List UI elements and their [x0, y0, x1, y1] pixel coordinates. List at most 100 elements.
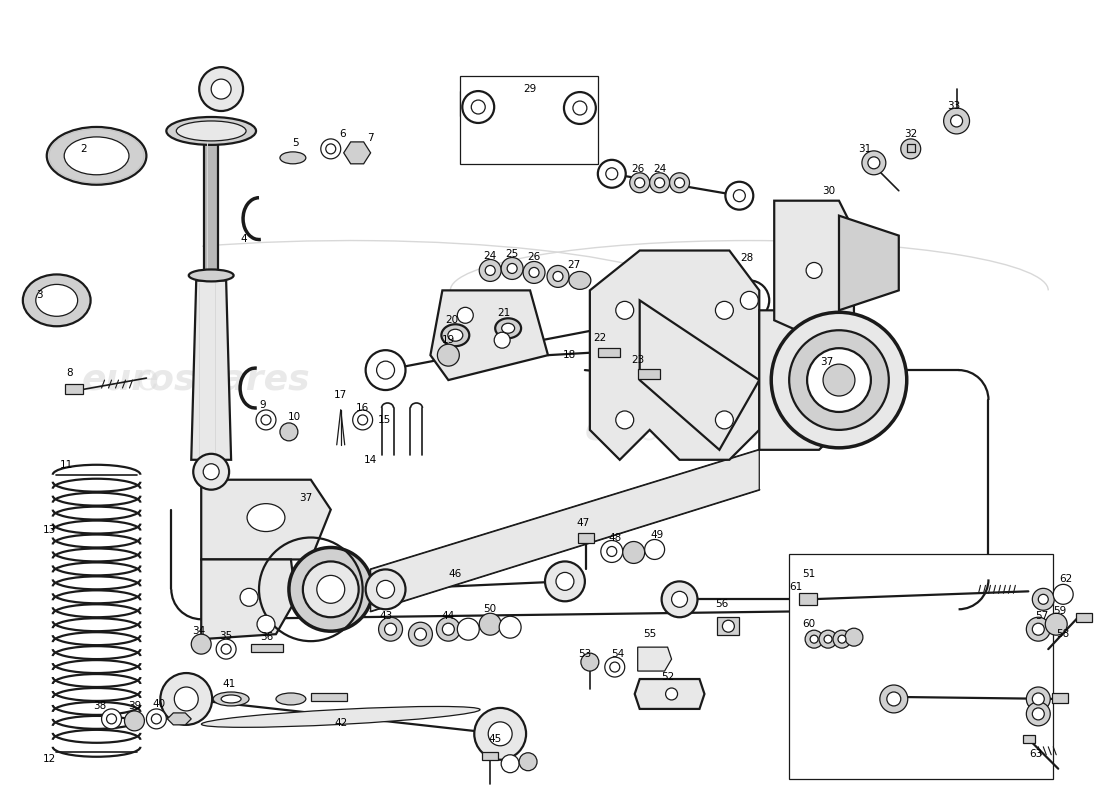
Circle shape: [623, 542, 645, 563]
Circle shape: [191, 634, 211, 654]
Circle shape: [1032, 588, 1054, 610]
Circle shape: [824, 635, 832, 643]
Text: 30: 30: [823, 186, 836, 196]
Circle shape: [474, 708, 526, 760]
Circle shape: [862, 151, 886, 174]
Circle shape: [437, 618, 460, 641]
Text: e: e: [135, 362, 158, 398]
Text: 20: 20: [444, 315, 458, 326]
Circle shape: [101, 709, 121, 729]
Circle shape: [845, 628, 862, 646]
Circle shape: [672, 591, 688, 607]
Ellipse shape: [166, 117, 256, 145]
Circle shape: [654, 178, 664, 188]
Circle shape: [529, 267, 539, 278]
Circle shape: [194, 454, 229, 490]
Circle shape: [806, 262, 822, 278]
Ellipse shape: [201, 706, 480, 727]
Text: 13: 13: [43, 525, 56, 534]
Text: 3: 3: [36, 290, 43, 300]
Circle shape: [616, 302, 634, 319]
Text: 44: 44: [442, 611, 455, 622]
Circle shape: [378, 618, 403, 641]
Circle shape: [650, 173, 670, 193]
Circle shape: [502, 754, 519, 773]
Circle shape: [204, 464, 219, 480]
Text: 24: 24: [484, 250, 497, 261]
Circle shape: [601, 541, 623, 562]
FancyBboxPatch shape: [799, 594, 817, 606]
Circle shape: [1026, 687, 1050, 711]
Circle shape: [629, 173, 650, 193]
FancyBboxPatch shape: [482, 752, 498, 760]
FancyBboxPatch shape: [789, 554, 1053, 778]
Ellipse shape: [448, 330, 463, 342]
FancyBboxPatch shape: [717, 618, 739, 635]
Text: 50: 50: [484, 604, 497, 614]
Text: 59: 59: [1054, 606, 1067, 616]
Circle shape: [385, 623, 396, 635]
Circle shape: [365, 570, 406, 610]
Text: 26: 26: [631, 164, 645, 174]
FancyBboxPatch shape: [1023, 735, 1035, 743]
Ellipse shape: [189, 270, 233, 282]
Circle shape: [442, 623, 454, 635]
Text: 11: 11: [60, 460, 74, 470]
Text: 35: 35: [220, 631, 233, 641]
Text: 29: 29: [524, 84, 537, 94]
FancyBboxPatch shape: [65, 384, 82, 394]
Circle shape: [544, 562, 585, 602]
Circle shape: [670, 173, 690, 193]
Ellipse shape: [47, 127, 146, 185]
Circle shape: [358, 415, 367, 425]
Circle shape: [1026, 618, 1050, 641]
Circle shape: [723, 620, 735, 632]
Text: 22: 22: [593, 334, 606, 343]
Circle shape: [1032, 623, 1044, 635]
Circle shape: [1032, 708, 1044, 720]
Circle shape: [257, 615, 275, 633]
Text: 54: 54: [612, 649, 625, 659]
Circle shape: [485, 266, 495, 275]
Polygon shape: [343, 142, 371, 164]
Ellipse shape: [248, 504, 285, 531]
Circle shape: [887, 692, 901, 706]
Circle shape: [256, 410, 276, 430]
Circle shape: [1038, 594, 1048, 604]
Ellipse shape: [441, 324, 470, 346]
Circle shape: [146, 709, 166, 729]
FancyBboxPatch shape: [251, 644, 283, 652]
Text: 19: 19: [442, 335, 455, 346]
Circle shape: [789, 330, 889, 430]
Circle shape: [161, 673, 212, 725]
Text: 4: 4: [241, 234, 248, 243]
Circle shape: [805, 630, 823, 648]
Circle shape: [1026, 702, 1050, 726]
Polygon shape: [774, 201, 854, 340]
Circle shape: [458, 618, 480, 640]
Circle shape: [674, 178, 684, 188]
Circle shape: [365, 350, 406, 390]
Circle shape: [462, 91, 494, 123]
Circle shape: [635, 178, 645, 188]
FancyBboxPatch shape: [460, 76, 597, 164]
Circle shape: [581, 653, 598, 671]
Circle shape: [609, 662, 619, 672]
Circle shape: [597, 160, 626, 188]
FancyBboxPatch shape: [311, 693, 346, 701]
Text: 39: 39: [128, 701, 141, 711]
Circle shape: [458, 307, 473, 323]
Text: 10: 10: [287, 412, 300, 422]
Text: 57: 57: [1036, 611, 1049, 622]
Ellipse shape: [276, 693, 306, 705]
Circle shape: [217, 639, 236, 659]
Text: 5: 5: [293, 138, 299, 148]
Circle shape: [524, 262, 544, 283]
Circle shape: [502, 258, 524, 279]
Ellipse shape: [221, 695, 241, 703]
Text: 37: 37: [821, 357, 834, 367]
Ellipse shape: [279, 152, 306, 164]
Circle shape: [771, 312, 906, 448]
Circle shape: [494, 332, 510, 348]
Polygon shape: [191, 281, 231, 460]
